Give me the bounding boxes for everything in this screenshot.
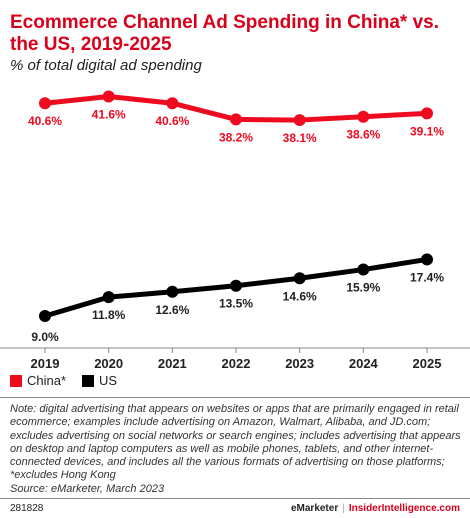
data-label-us: 11.8%: [92, 308, 126, 322]
data-label-us: 14.6%: [283, 289, 317, 303]
chart-subtitle: % of total digital ad spending: [10, 57, 202, 74]
data-label-china: 39.1%: [410, 124, 444, 138]
footer-separator: |: [342, 503, 345, 514]
x-tick-label: 2025: [413, 356, 442, 370]
data-point-us: [293, 272, 306, 285]
data-label-china: 38.1%: [283, 131, 317, 145]
x-tick-label: 2022: [222, 356, 251, 370]
legend-item-china: China*: [10, 373, 66, 388]
x-tick-label: 2021: [158, 356, 187, 370]
chart-title: Ecommerce Channel Ad Spending in China* …: [10, 12, 439, 55]
data-point-china: [293, 114, 306, 127]
note-text: Note: digital advertising that appears o…: [10, 403, 461, 482]
data-point-china: [230, 113, 242, 126]
x-tick-label: 2019: [31, 356, 60, 370]
divider: [0, 397, 470, 398]
data-label-china: 38.6%: [346, 128, 380, 142]
line-chart: 2019 2020 2021 2022 2023 2024 2025 40.6% 41.6% 40…: [0, 90, 470, 370]
note-block: Note: digital advertising that appears o…: [10, 403, 462, 496]
legend-swatch-china: [10, 374, 22, 387]
data-point-us: [421, 253, 433, 266]
data-label-us: 12.6%: [155, 303, 189, 317]
data-label-china: 40.6%: [155, 114, 189, 128]
footer-credit: eMarketer | InsiderIntelligence.com: [291, 499, 460, 518]
legend-label-china: China*: [27, 373, 67, 388]
data-point-china: [421, 107, 433, 120]
data-point-us: [166, 285, 179, 298]
data-label-china: 41.6%: [92, 108, 126, 122]
brand-name: eMarketer: [290, 503, 339, 514]
source-text: Source: eMarketer, March 2023: [10, 482, 165, 495]
legend-label-us: US: [99, 373, 118, 388]
chart-id: 281828: [10, 503, 44, 514]
x-tick-label: 2020: [94, 356, 123, 370]
legend-swatch-us: [82, 374, 95, 387]
data-point-us: [230, 279, 242, 292]
data-point-china: [102, 90, 115, 103]
data-label-us: 9.0%: [31, 330, 59, 344]
data-point-us: [357, 263, 370, 276]
data-point-us: [39, 310, 51, 322]
x-tick-label: 2023: [285, 356, 314, 370]
footer-divider: [0, 498, 470, 499]
legend: China* US: [10, 373, 133, 388]
site-link[interactable]: InsiderIntelligence.com: [348, 503, 460, 514]
data-point-china: [357, 110, 370, 123]
x-tick-label: 2024: [349, 356, 379, 370]
data-point-china: [39, 97, 51, 110]
data-point-us: [102, 291, 115, 304]
data-label-us: 15.9%: [346, 281, 380, 295]
data-label-us: 17.4%: [410, 270, 444, 284]
footer: 281828 eMarketer | InsiderIntelligence.com: [0, 499, 470, 518]
data-point-china: [166, 97, 179, 110]
legend-item-us: US: [82, 373, 117, 388]
data-label-china: 40.6%: [28, 114, 62, 128]
data-label-china: 38.2%: [219, 130, 253, 144]
data-label-us: 13.5%: [219, 297, 253, 311]
